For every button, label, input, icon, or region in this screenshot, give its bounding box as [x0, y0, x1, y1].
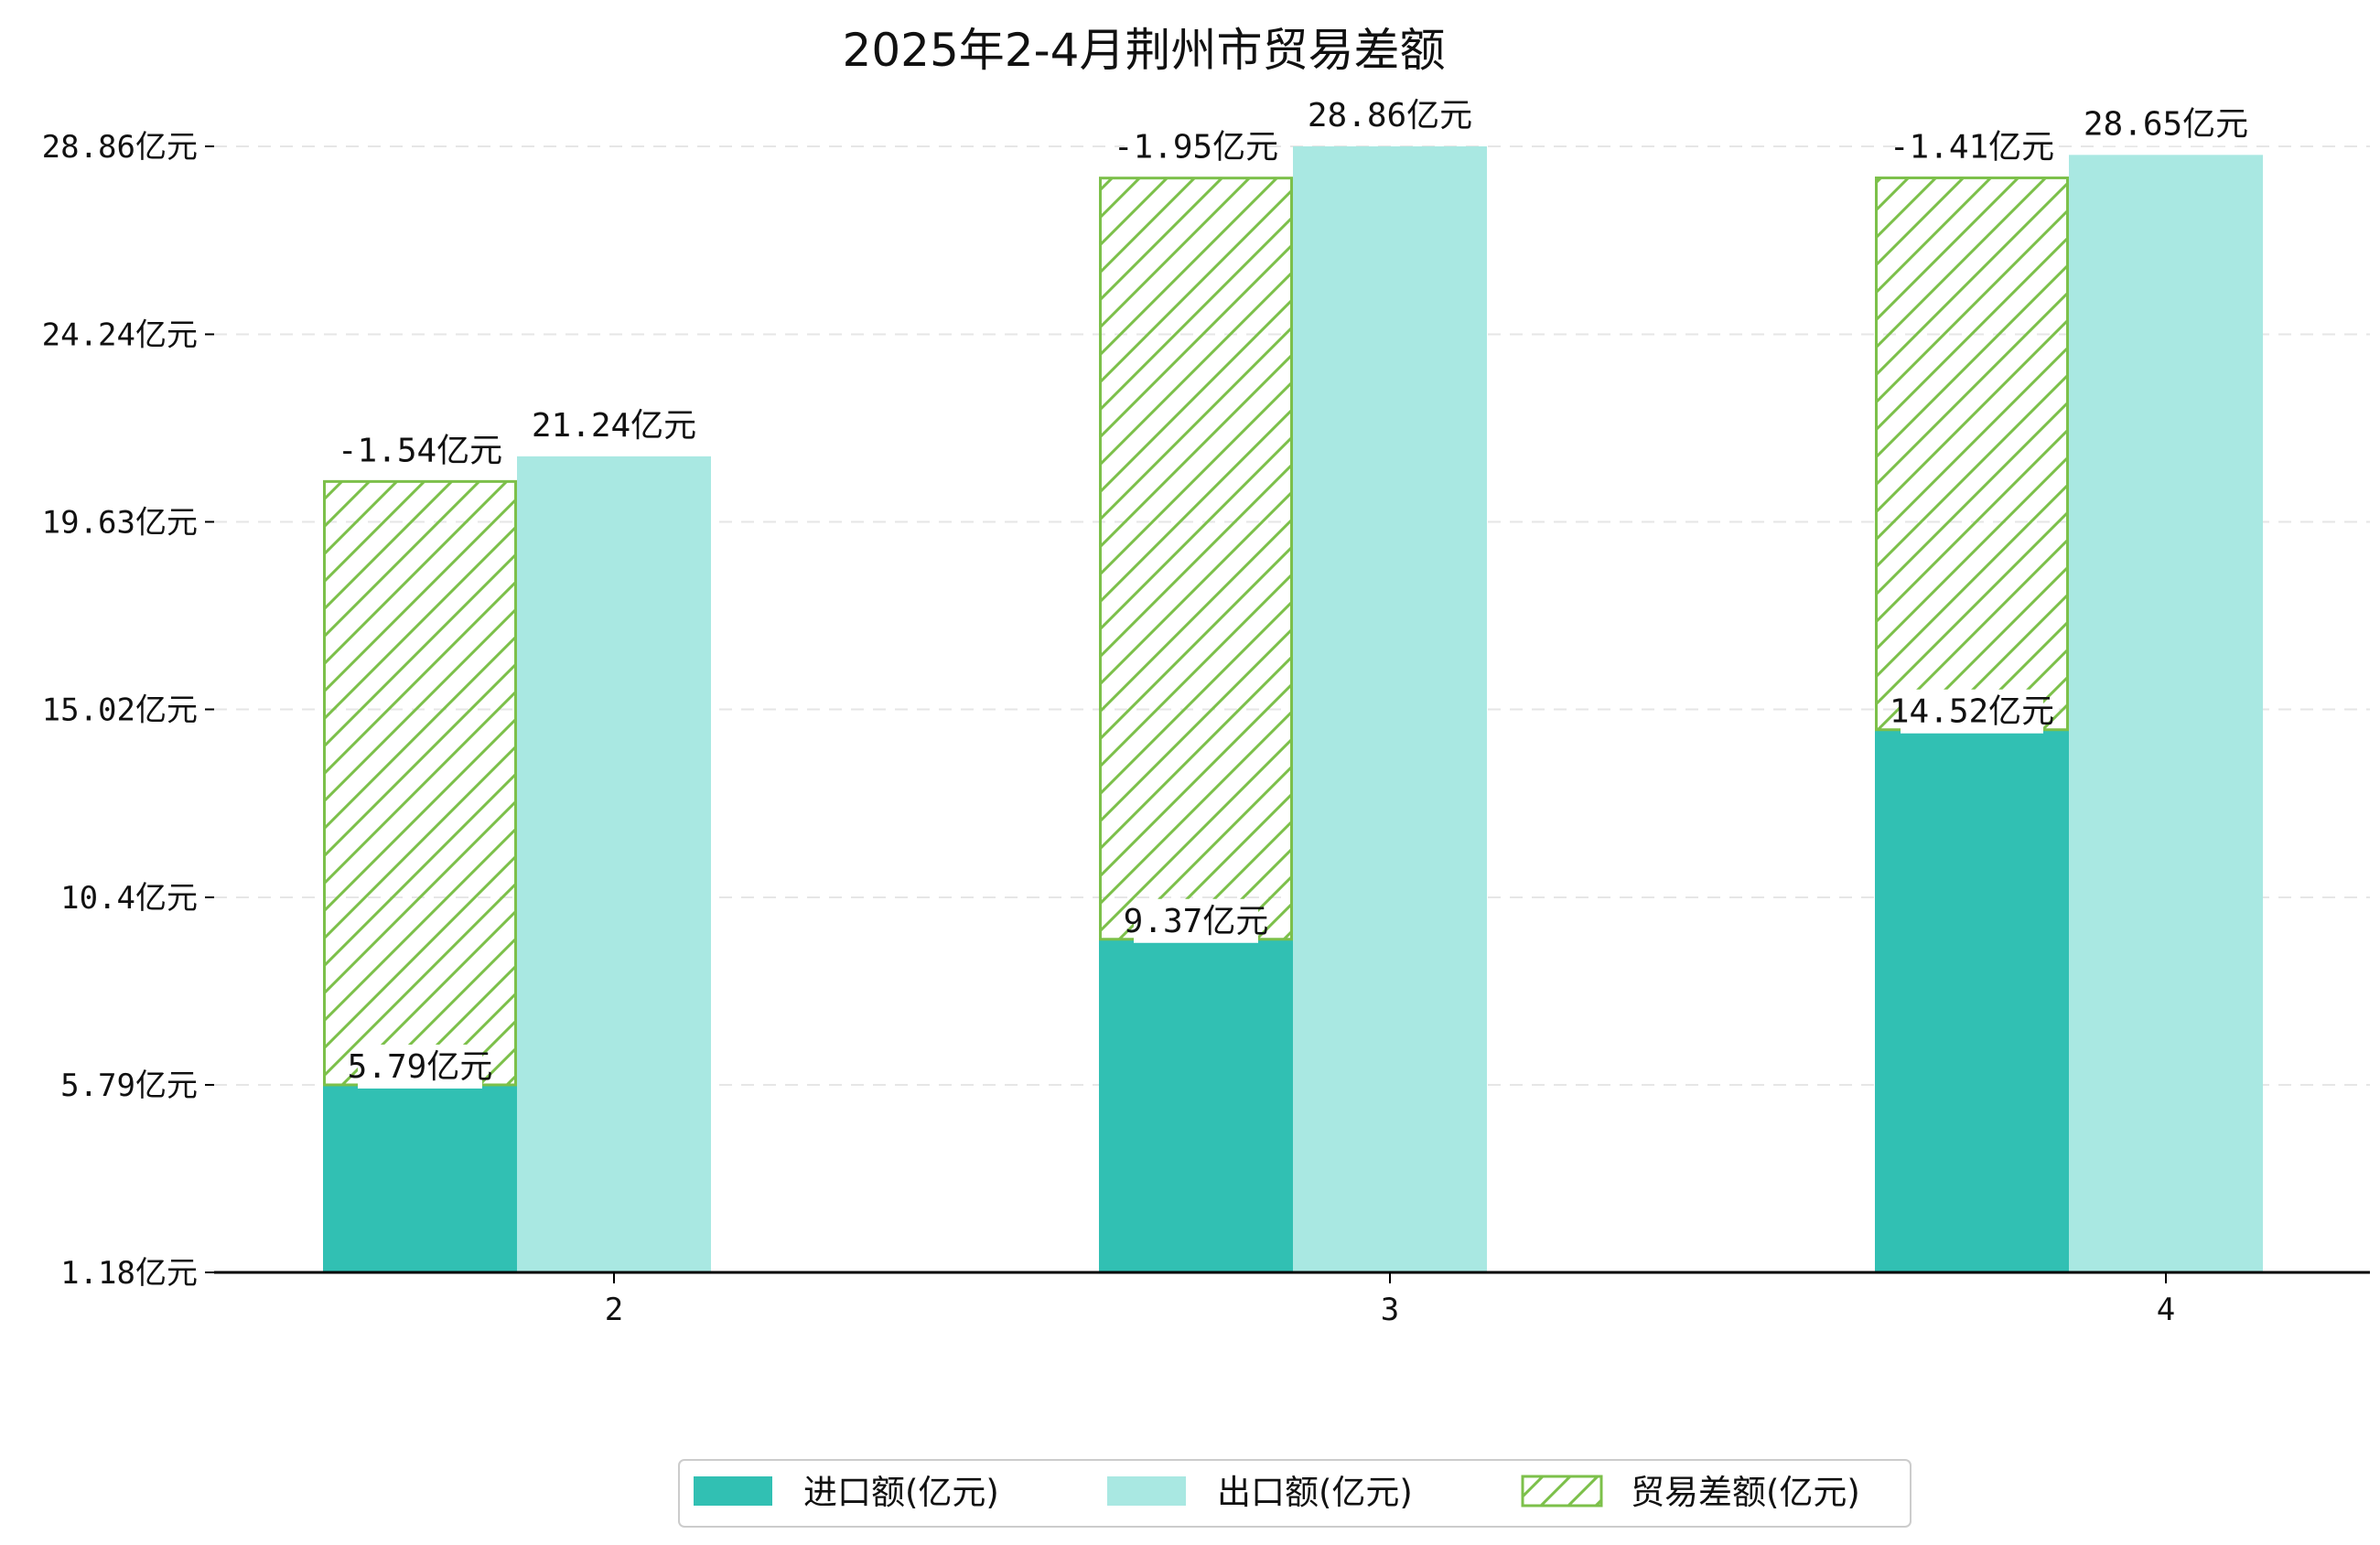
export-data-label-bg [1319, 93, 1461, 137]
balance-data-label-group: -1.95亿元 [1114, 124, 1278, 169]
x-tick-label: 4 [2157, 1292, 2175, 1328]
bars-layer [323, 146, 2263, 1273]
import-data-label: 14.52亿元 [1890, 693, 2054, 731]
y-tick-label: 24.24亿元 [42, 317, 198, 353]
export-data-label-group: 28.86亿元 [1308, 93, 1472, 137]
legend-label-imports: 进口额(亿元) [803, 1473, 999, 1512]
legend-swatch-exports [1107, 1476, 1186, 1506]
export-data-label-bg [2095, 102, 2237, 146]
import-data-label-group: 5.79亿元 [348, 1044, 493, 1089]
balance-data-label: -1.41亿元 [1890, 128, 2054, 166]
import-data-label-group: 9.37亿元 [1124, 898, 1269, 943]
y-tick-label: 19.63亿元 [42, 504, 198, 541]
balance-bar [1875, 176, 2069, 732]
legend-swatch-balance [1521, 1475, 1603, 1507]
x-axis: 2 3 4 [605, 1272, 2175, 1328]
import-data-label: 5.79亿元 [348, 1048, 493, 1086]
export-data-label: 28.65亿元 [2084, 105, 2248, 143]
balance-data-label-bg [1901, 124, 2043, 169]
legend-swatch-imports [694, 1476, 772, 1506]
export-data-label: 21.24亿元 [532, 407, 696, 445]
x-tick-label: 2 [605, 1292, 623, 1328]
balance-data-label: -1.54亿元 [338, 432, 502, 469]
export-bar [1293, 146, 1487, 1272]
export-bar [517, 456, 711, 1273]
export-data-label-group: 21.24亿元 [532, 402, 696, 447]
import-bar [1099, 939, 1293, 1272]
data-labels-layer: 5.79亿元 21.24亿元 -1.54亿元 9.37亿元 28.86亿元 -1.95亿元… [338, 93, 2248, 1089]
balance-data-label: -1.95亿元 [1114, 129, 1278, 166]
balance-bar [1099, 177, 1293, 941]
export-data-label: 28.86亿元 [1308, 97, 1472, 134]
balance-data-label-group: -1.41亿元 [1890, 124, 2054, 169]
import-data-label-bg [358, 1044, 482, 1089]
balance-data-label-group: -1.54亿元 [338, 428, 502, 473]
y-tick-label: 10.4亿元 [60, 880, 198, 917]
y-tick-label: 15.02亿元 [42, 692, 198, 729]
export-bar [2069, 155, 2263, 1272]
legend-label-exports: 出口额(亿元) [1217, 1473, 1413, 1512]
x-tick-label: 3 [1381, 1292, 1399, 1328]
balance-data-label-bg [1125, 124, 1267, 169]
y-axis: 1.18亿元 5.79亿元 10.4亿元 15.02亿元 19.63亿元 24.24亿元 2… [42, 129, 214, 1292]
import-bar [323, 1084, 517, 1272]
y-tick-label: 5.79亿元 [60, 1068, 198, 1104]
import-data-label: 9.37亿元 [1124, 903, 1269, 940]
legend-label-balance: 贸易差额(亿元) [1631, 1473, 1860, 1512]
y-tick-label: 1.18亿元 [60, 1255, 198, 1292]
import-bar [1875, 729, 2069, 1272]
import-data-label-group: 14.52亿元 [1890, 689, 2054, 734]
import-data-label-bg [1901, 689, 2043, 734]
import-data-label-bg [1134, 898, 1258, 943]
y-tick-label: 28.86亿元 [42, 129, 198, 166]
chart-title: 2025年2-4月荆州市贸易差额 [843, 24, 1446, 77]
export-data-label-group: 28.65亿元 [2084, 102, 2248, 146]
export-data-label-bg [543, 402, 685, 447]
balance-data-label-bg [349, 428, 491, 473]
balance-bar [323, 479, 517, 1087]
legend: 进口额(亿元) 出口额(亿元) 贸易差额(亿元) [678, 1459, 1912, 1528]
